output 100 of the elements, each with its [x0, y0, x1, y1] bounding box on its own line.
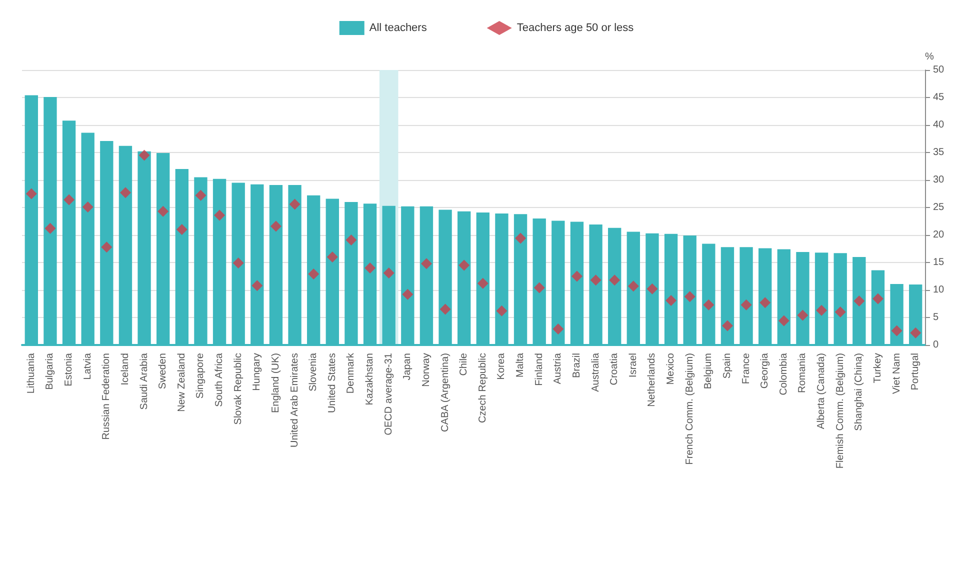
point [760, 297, 771, 308]
x-tick-label: Flemish Comm. (Belgium) [834, 353, 846, 469]
point [666, 294, 677, 306]
x-tick-label: United Arab Emirates [289, 353, 300, 448]
point [326, 252, 338, 262]
y-tick-label: 45 [933, 92, 945, 103]
x-tick-label: United States [326, 353, 338, 414]
point [740, 299, 752, 310]
x-tick-label: Sweden [158, 353, 169, 390]
x-tick-label: New Zealand [176, 353, 188, 412]
point [552, 324, 564, 335]
point [158, 206, 169, 217]
point [364, 262, 376, 274]
point [195, 190, 206, 201]
x-tick-label: Australia [590, 352, 602, 392]
y-tick-label: 25 [933, 202, 945, 213]
x-tick-label: Alberta (Canada) [816, 353, 828, 430]
y-tick-label: 40 [933, 120, 945, 130]
x-tick-label: Bulgaria [44, 352, 56, 390]
y-tick-label: 20 [933, 230, 945, 240]
point [891, 325, 902, 336]
point [101, 242, 112, 253]
x-tick-label: Spain [722, 353, 733, 379]
point [308, 268, 320, 280]
point [628, 280, 639, 292]
x-tick-label: Lithuania [26, 352, 37, 394]
x-tick-label: Singapore [195, 352, 206, 399]
point [609, 274, 620, 286]
point [138, 150, 150, 161]
point [684, 291, 696, 302]
point [816, 304, 828, 316]
x-tick-label: Austria [552, 352, 564, 384]
y-tick-label: 35 [933, 147, 945, 158]
x-tick-label: Georgia [760, 352, 771, 389]
x-tick-label: Colombia [778, 352, 790, 396]
x-tick-label: Belgium [703, 353, 714, 390]
point [722, 320, 733, 332]
x-tick-label: Chile [458, 352, 470, 376]
point [477, 278, 488, 289]
point [834, 306, 846, 318]
legend-label: Teachers age 50 or less [516, 22, 634, 34]
point [420, 258, 432, 270]
point [515, 232, 526, 244]
y-tick-label: 5 [933, 312, 939, 323]
x-tick-label: Turkey [872, 353, 884, 384]
point [82, 201, 94, 212]
point [910, 327, 922, 338]
x-tick-label: Estonia [64, 352, 75, 386]
x-tick-label: South Africa [214, 352, 226, 407]
x-tick-label: Czech Republic [477, 353, 488, 424]
point [176, 224, 188, 235]
x-tick-label: England (UK) [270, 353, 282, 414]
x-tick-label: Japan [402, 353, 414, 380]
y-tick-label: 30 [933, 174, 945, 186]
y-tick-label: 0 [933, 340, 939, 350]
x-tick-label: Brazil [571, 353, 582, 378]
point [590, 274, 602, 286]
legend-label: All teachers [369, 22, 428, 34]
point [496, 305, 508, 316]
x-tick-label: Denmark [346, 352, 357, 394]
x-tick-label: Israel [628, 353, 639, 378]
point [383, 267, 394, 278]
x-tick-label: Malta [515, 352, 526, 378]
point [703, 299, 714, 310]
x-tick-label: Norway [420, 353, 432, 387]
x-tick-label: OECD average-31 [383, 352, 394, 436]
x-tick-label: Finland [534, 353, 545, 386]
point [571, 270, 582, 282]
x-tick-label: Hungary [252, 353, 263, 391]
point [252, 280, 263, 292]
x-tick-label: Kazakhstan [364, 353, 376, 406]
x-tick-label: CABA (Argentina) [440, 353, 451, 432]
point [64, 194, 75, 206]
point [440, 304, 451, 315]
x-tick-label: French Comm. (Belgium) [684, 353, 696, 465]
x-tick-label: Slovenia [308, 352, 320, 392]
point [346, 234, 357, 246]
x-tick-label: Iceland [120, 353, 131, 386]
x-tick-label: Saudi Arabia [138, 352, 150, 410]
x-tick-label: Latvia [82, 352, 94, 380]
point [778, 315, 790, 326]
x-tick-label: Viet Nam [891, 353, 902, 394]
x-tick-label: Romania [797, 352, 808, 394]
x-tick-label: Portugal [910, 353, 922, 390]
point [646, 283, 658, 294]
point [270, 220, 282, 232]
x-tick-label: Slovak Republic [232, 353, 244, 425]
y-tick-label: 50 [933, 64, 945, 76]
x-tick-label: Shanghai (China) [854, 353, 865, 431]
y-tick-label: 10 [933, 284, 945, 296]
point [854, 296, 865, 306]
point [214, 210, 226, 221]
x-tick-label: Korea [496, 352, 508, 380]
point [534, 282, 545, 294]
x-tick-label: Mexico [666, 352, 677, 385]
point [872, 293, 884, 304]
point [120, 187, 131, 198]
point [402, 288, 414, 300]
x-tick-label: Croatia [609, 352, 620, 386]
x-tick-label: Netherlands [646, 353, 658, 407]
